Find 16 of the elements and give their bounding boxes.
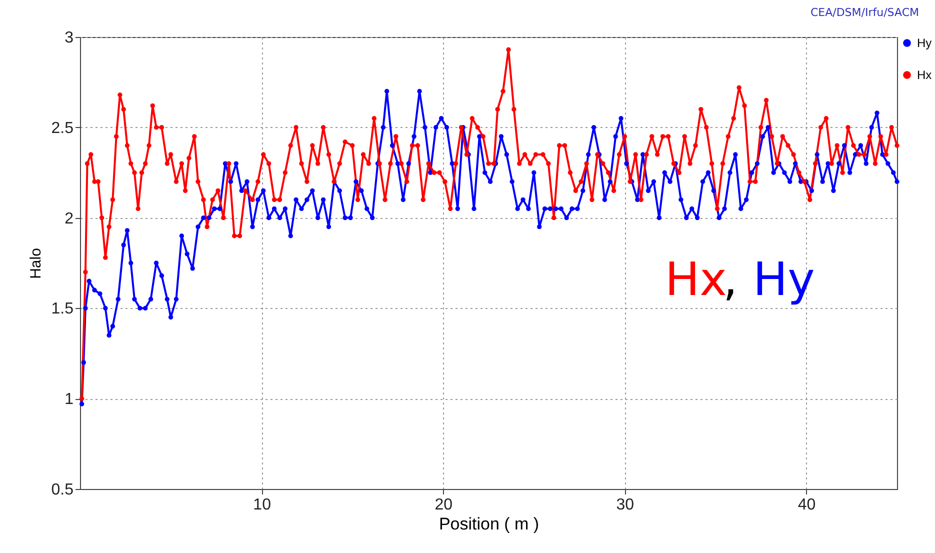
y-axis-title: Halo [27,248,44,279]
x-tick-label: 10 [253,496,272,514]
y-tick-label: 0.5 [51,482,74,498]
x-tick-label: 30 [616,496,634,514]
x-tick-label: 40 [798,496,816,514]
legend-label: Hy [917,36,932,50]
legend-label: Hx [917,68,932,82]
y-tick-label: 2.5 [51,120,74,137]
y-tick-label: 3 [64,30,74,46]
y-tick-label: 2 [64,210,74,228]
text: CEA/DSM/Irfu/SACM [810,6,919,19]
y-tick-label: 1 [64,391,74,408]
annotation: Hx, Hy [665,252,815,306]
x-tick-label: 20 [434,496,453,514]
y-tick-label: 1.5 [51,300,74,318]
x-axis-title: Position ( m ) [438,514,540,534]
